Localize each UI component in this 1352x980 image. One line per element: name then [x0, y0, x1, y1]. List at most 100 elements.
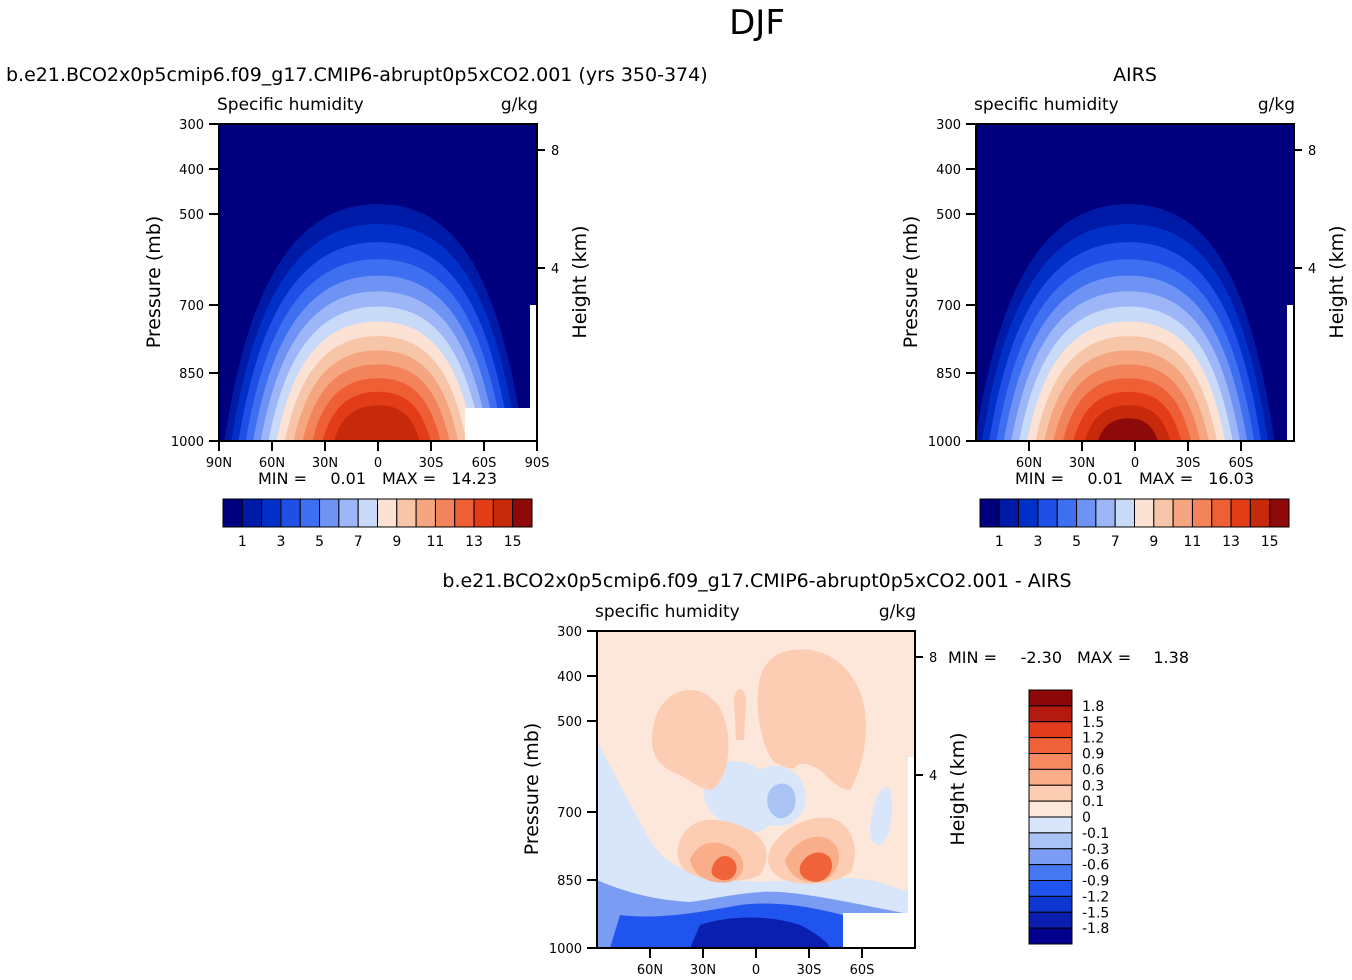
panel-diff-subtitle-right: g/kg: [879, 602, 916, 622]
colorbar-box: [979, 498, 1000, 528]
panel-diff-colorbar-labels: 1.81.51.20.90.60.30.10-0.1-0.3-0.6-0.9-1…: [1082, 699, 1109, 937]
colorbar-box: [1269, 498, 1290, 528]
colorbar-box: [280, 498, 301, 528]
panel-diff-colorbar: [1028, 689, 1073, 945]
colorbar-box: [1028, 864, 1073, 881]
panel-diff-ytick-500: 500: [557, 715, 582, 730]
colorbar-box: [1211, 498, 1232, 528]
colorbar-label: 5: [1072, 534, 1081, 550]
panel-model-xtick-30S: 30S: [419, 456, 444, 471]
colorbar-label: 7: [354, 534, 363, 550]
colorbar-label: 3: [276, 534, 285, 550]
panel-airs-rtick-8: 8: [1308, 144, 1316, 159]
panel-model-yticks: [209, 123, 545, 442]
diff-pos-spike: [734, 688, 746, 740]
colorbar-box: [241, 498, 263, 528]
diff-pos-low-east-3: [799, 852, 833, 882]
colorbar-box: [1114, 498, 1135, 528]
diff-neg-mid2: [767, 783, 796, 819]
panel-model: b.e21.BCO2x0p5cmip6.f09_g17.CMIP6-abrupt…: [6, 64, 708, 550]
colorbar-box: [473, 498, 494, 528]
panel-model-rtick-8: 8: [551, 144, 559, 159]
panel-diff-ytick-400: 400: [557, 670, 582, 685]
panel-airs-ytick-400: 400: [936, 163, 961, 178]
colorbar-label: -1.8: [1082, 921, 1109, 937]
colorbar-box: [299, 498, 321, 528]
panel-diff-xtick-30S: 30S: [797, 963, 822, 978]
panel-airs-ytick-1000: 1000: [928, 435, 961, 450]
colorbar-label: -0.3: [1082, 842, 1109, 858]
panel-airs-ytick-500: 500: [936, 208, 961, 223]
diff-missing-region: [843, 913, 915, 948]
field-band-14: [334, 405, 420, 441]
panel-diff-title: b.e21.BCO2x0p5cmip6.f09_g17.CMIP6-abrupt…: [442, 570, 1071, 592]
panel-model-ylabel-right: Height (km): [569, 225, 591, 338]
colorbar-label: 0.6: [1082, 762, 1104, 778]
panel-diff-min-value: -2.30: [1021, 648, 1062, 667]
panel-diff-xticks: [649, 948, 863, 958]
panel-diff-rtick-4: 4: [929, 769, 937, 784]
panel-diff-ylabel: Pressure (mb): [521, 723, 543, 856]
colorbar-box: [1028, 800, 1073, 818]
panel-airs-xticks: [1028, 441, 1242, 451]
panel-model-ytick-850: 850: [179, 367, 204, 382]
colorbar-label: 11: [1184, 534, 1202, 550]
panel-model-missing-region: [465, 408, 537, 441]
colorbar-label: 13: [1222, 534, 1240, 550]
panel-model-ytick-300: 300: [179, 118, 204, 133]
panel-airs-min-value: 0.01: [1087, 469, 1123, 488]
panel-diff-ytick-1000: 1000: [549, 942, 582, 957]
colorbar-box: [1037, 498, 1058, 528]
panel-diff-xtick-60S: 60S: [850, 963, 875, 978]
colorbar-box: [261, 498, 282, 528]
colorbar-label: -1.5: [1082, 905, 1109, 921]
colorbar-box: [1249, 498, 1271, 528]
colorbar-label: 1: [238, 534, 247, 550]
colorbar-label: 0: [1082, 810, 1091, 826]
panel-model-max-label: MAX =: [382, 469, 436, 488]
colorbar-box: [1028, 705, 1073, 723]
panel-airs-xtick-60N: 60N: [1016, 456, 1042, 471]
colorbar-box: [1028, 832, 1073, 850]
colorbar-label: 0.1: [1082, 794, 1104, 810]
panel-airs-xtick-30S: 30S: [1176, 456, 1201, 471]
panel-airs-subtitle-right: g/kg: [1258, 95, 1295, 115]
panel-airs-missing-strip: [1287, 305, 1294, 441]
diff-pos-west: [652, 690, 729, 790]
panel-diff-ytick-850: 850: [557, 874, 582, 889]
panel-diff-subtitle-left: specific humidity: [595, 602, 740, 622]
panel-airs-xtick-0: 0: [1131, 456, 1139, 471]
panel-airs-title: AIRS: [1113, 64, 1157, 86]
colorbar-label: 1.8: [1082, 699, 1104, 715]
colorbar-label: -0.9: [1082, 874, 1109, 890]
diff-neg-boundary-3: [690, 917, 830, 948]
colorbar-label: 13: [465, 534, 483, 550]
panel-airs-ylabel-right: Height (km): [1326, 225, 1348, 338]
colorbar-box: [357, 498, 378, 528]
panel-model-colorbar: [222, 498, 533, 528]
colorbar-label: -1.2: [1082, 889, 1109, 905]
panel-diff-xtick-0: 0: [752, 963, 760, 978]
diff-neg-lowlevel-west: [597, 740, 915, 948]
panel-model-rtick-4: 4: [551, 262, 559, 277]
colorbar-box: [1028, 721, 1073, 739]
panel-airs-ytick-300: 300: [936, 118, 961, 133]
panel-model-subtitle-left: Specific humidity: [217, 95, 364, 115]
colorbar-box: [1028, 689, 1073, 707]
colorbar-box: [1028, 895, 1073, 913]
panel-diff-heatmap: [597, 631, 915, 948]
diff-pos-low-west-3: [711, 856, 737, 881]
panel-airs-ytick-700: 700: [936, 299, 961, 314]
panel-airs-yticks: [966, 123, 1302, 442]
colorbar-box: [998, 498, 1020, 528]
field-band-15: [1097, 418, 1158, 441]
panel-model-xtick-60S: 60S: [472, 456, 497, 471]
panel-airs-ytick-850: 850: [936, 367, 961, 382]
colorbar-box: [319, 498, 340, 528]
colorbar-box: [1028, 768, 1073, 786]
diff-missing-strip: [908, 757, 915, 913]
colorbar-box: [1028, 784, 1073, 802]
colorbar-box: [1028, 927, 1073, 945]
panel-model-ytick-700: 700: [179, 299, 204, 314]
